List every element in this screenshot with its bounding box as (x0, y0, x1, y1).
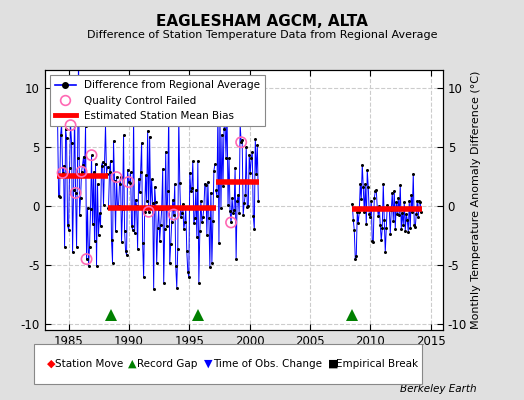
Point (145, 208, 153, 215)
Text: Station Move: Station Move (55, 359, 123, 369)
Text: Difference of Station Temperature Data from Regional Average: Difference of Station Temperature Data f… (87, 30, 437, 40)
Point (67, 122, 75, 128)
Point (170, 211, 178, 218)
Text: Time of Obs. Change: Time of Obs. Change (213, 359, 322, 369)
Point (88, 152, 96, 158)
Text: ▲: ▲ (128, 359, 137, 369)
Text: Empirical Break: Empirical Break (336, 359, 419, 369)
Y-axis label: Monthly Temperature Anomaly Difference (°C): Monthly Temperature Anomaly Difference (… (471, 71, 481, 329)
Point (124, 179, 133, 185)
Point (227, 219, 235, 226)
Text: Berkeley Earth: Berkeley Earth (400, 384, 477, 394)
Text: ▼: ▼ (204, 359, 213, 369)
Legend: Difference from Regional Average, Quality Control Failed, Estimated Station Mean: Difference from Regional Average, Qualit… (50, 75, 265, 126)
Text: EAGLESHAM AGCM, ALTA: EAGLESHAM AGCM, ALTA (156, 14, 368, 29)
Point (82, 256, 91, 262)
Text: Record Gap: Record Gap (137, 359, 198, 369)
Point (78, 168, 86, 175)
Point (71, 190, 80, 196)
Point (112, 174, 121, 180)
Text: ■: ■ (328, 359, 338, 369)
Point (58, 170, 67, 176)
Point (237, 139, 245, 146)
Text: ◆: ◆ (47, 359, 56, 369)
